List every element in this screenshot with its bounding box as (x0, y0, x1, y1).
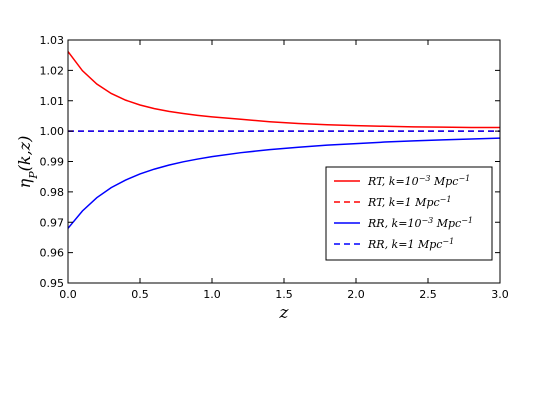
x-axis-label: z (279, 303, 290, 323)
x-tick-label: 1.0 (203, 288, 221, 301)
legend: RT, k=10−3 Mpc−1 RT, k=1 Mpc−1 RR, k=10−3 … (325, 166, 493, 261)
y-axis-label: ηP(k,z) (15, 136, 40, 189)
y-tick-label: 1.01 (40, 95, 65, 108)
legend-label-0: RT, k=10−3 Mpc−1 (367, 174, 470, 189)
y-tick-label: 0.97 (40, 216, 65, 229)
x-tick-label: 2.5 (419, 288, 437, 301)
y-tick-label: 0.96 (40, 247, 65, 260)
legend-label-3: RR, k=1 Mpc−1 (367, 237, 454, 252)
x-tick-label: 3.0 (491, 288, 509, 301)
series-line-0 (67, 51, 500, 129)
ticks-layer: 0.0 0.5 1.0 1.5 2.0 2.5 3.0 0.95 0.96 0.97 0.98 0.9… (40, 34, 509, 301)
y-tick-label: 0.99 (40, 156, 65, 169)
x-tick-label: 0.5 (131, 288, 149, 301)
x-tick-label: 0.0 (59, 288, 77, 301)
series-layer (67, 51, 501, 229)
y-tick-label: 1.00 (40, 125, 65, 138)
series-line-2 (67, 137, 501, 229)
legend-label-2: RR, k=10−3 Mpc−1 (367, 216, 473, 231)
x-tick-label: 2.0 (347, 288, 365, 301)
y-axis-label-eta: η (15, 178, 34, 188)
legend-box (325, 166, 493, 261)
x-tick-label: 1.5 (275, 288, 293, 301)
y-axis-label-args: (k,z) (15, 136, 34, 172)
y-tick-label: 0.98 (40, 186, 65, 199)
legend-label-1: RT, k=1 Mpc−1 (367, 195, 451, 210)
y-tick-label: 1.03 (40, 34, 65, 47)
y-axis-label-sub: P (27, 171, 40, 180)
y-tick-label: 1.02 (40, 64, 65, 77)
y-tick-label: 0.95 (40, 277, 65, 290)
